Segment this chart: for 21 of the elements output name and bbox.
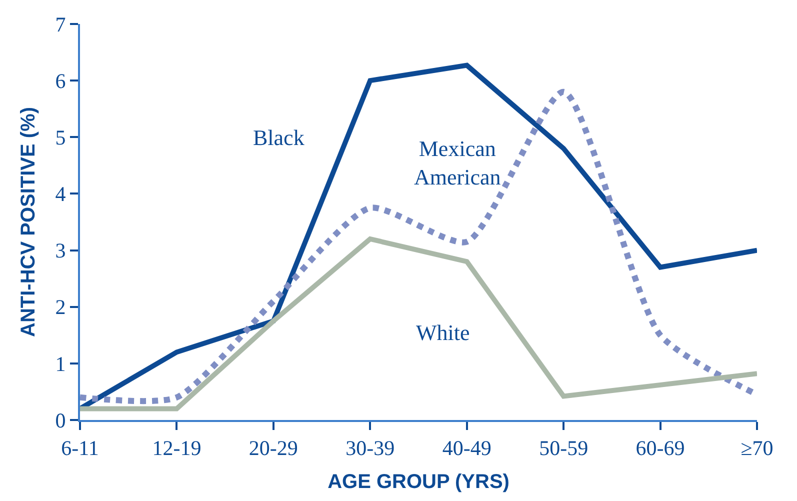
- series-label: Black: [253, 125, 304, 150]
- x-tick-label: 12-19: [152, 436, 202, 460]
- y-tick-label: 6: [55, 68, 66, 93]
- y-tick-label: 4: [55, 182, 66, 206]
- x-tick-label: 50-59: [539, 436, 588, 460]
- y-tick-label: 1: [55, 352, 66, 376]
- y-axis-title: ANTI-HCV POSITIVE (%): [17, 106, 40, 338]
- x-axis-title: AGE GROUP (YRS): [328, 471, 510, 494]
- x-tick-label: 20-29: [248, 436, 298, 460]
- series-label: White: [416, 320, 470, 345]
- y-tick-label: 2: [55, 295, 66, 320]
- x-tick-label: 6-11: [61, 436, 99, 460]
- y-tick-label: 5: [55, 125, 66, 150]
- x-tick-label: 60-69: [636, 436, 685, 460]
- y-tick-label: 0: [55, 408, 66, 432]
- y-tick-label: 7: [55, 12, 66, 36]
- x-tick-label: 40-49: [442, 436, 492, 460]
- series-label: Mexican American: [414, 136, 501, 190]
- x-tick-label: 30-39: [346, 436, 395, 460]
- y-tick-label: 3: [55, 238, 66, 263]
- x-tick-label: ≥70: [740, 436, 774, 460]
